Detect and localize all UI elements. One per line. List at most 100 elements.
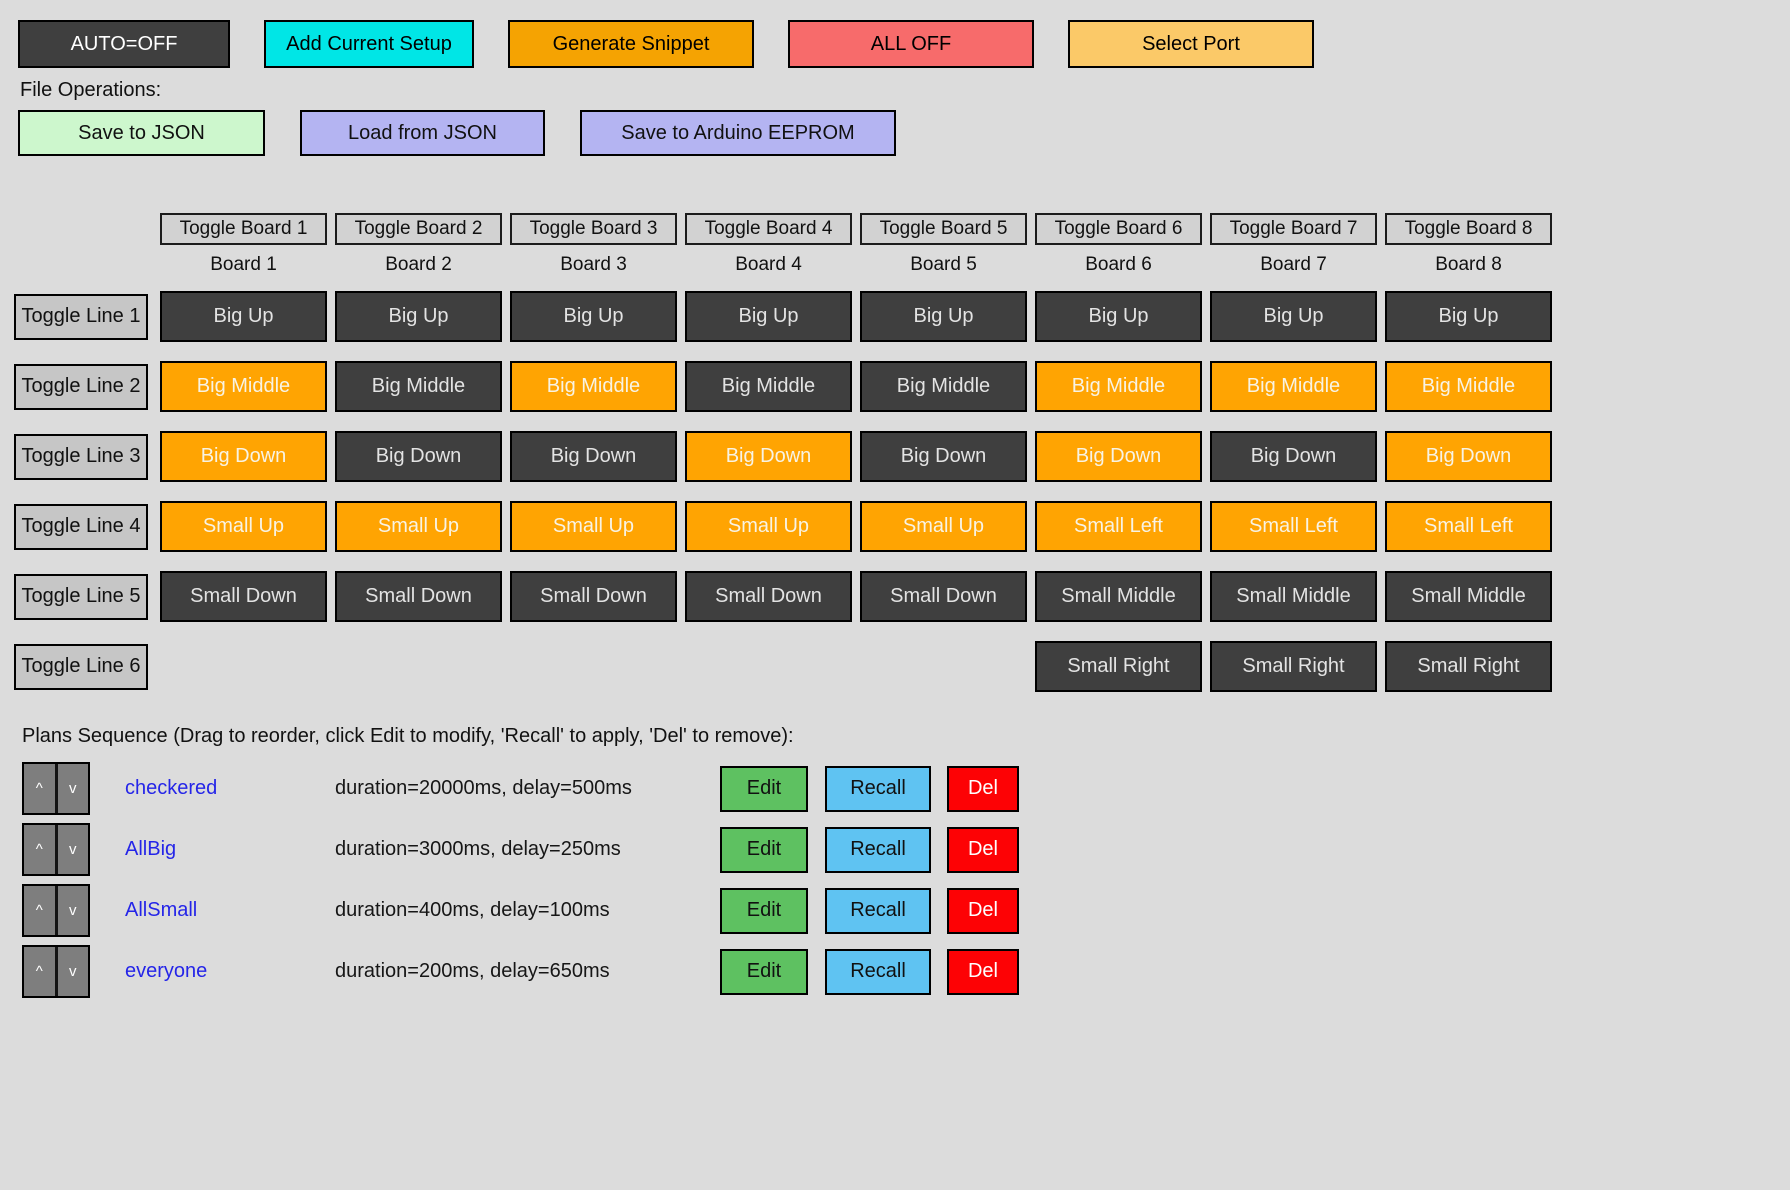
grid-cell-board3-line3[interactable]: Big Down bbox=[510, 431, 677, 482]
plan-recall-button[interactable]: Recall bbox=[825, 887, 931, 934]
grid-cell-board6-line4[interactable]: Small Left bbox=[1035, 501, 1202, 552]
toggle-line-3-button[interactable]: Toggle Line 3 bbox=[14, 433, 148, 480]
toolbar-button-all-off[interactable]: ALL OFF bbox=[788, 20, 1034, 68]
grid-cell-board7-line3[interactable]: Big Down bbox=[1210, 431, 1377, 482]
file-operations-label: File Operations: bbox=[20, 79, 162, 101]
grid-cell-board8-line3[interactable]: Big Down bbox=[1385, 431, 1552, 482]
grid-cell-board4-line2[interactable]: Big Middle bbox=[685, 361, 852, 412]
plan-row[interactable]: ^ v AllBig duration=3000ms, delay=250ms Edit… bbox=[22, 823, 1790, 876]
plan-row[interactable]: ^ v AllSmall duration=400ms, delay=100ms Edi… bbox=[22, 884, 1790, 937]
plan-del-button[interactable]: Del bbox=[947, 887, 1019, 934]
grid-cell-board4-line5[interactable]: Small Down bbox=[685, 571, 852, 622]
plan-name[interactable]: checkered bbox=[125, 777, 218, 799]
board-2-label: Board 2 bbox=[385, 254, 452, 275]
toggle-board-6-button[interactable]: Toggle Board 6 bbox=[1035, 213, 1202, 245]
plan-move-up-button[interactable]: ^ bbox=[24, 947, 55, 996]
plan-move-down-button[interactable]: v bbox=[54, 764, 88, 813]
fileops-button-load-from-json[interactable]: Load from JSON bbox=[300, 110, 545, 156]
plan-recall-button[interactable]: Recall bbox=[825, 948, 931, 995]
grid-cell-board5-line3[interactable]: Big Down bbox=[860, 431, 1027, 482]
grid-cell-board6-line3[interactable]: Big Down bbox=[1035, 431, 1202, 482]
toggle-board-4-button[interactable]: Toggle Board 4 bbox=[685, 213, 852, 245]
grid-cell-board8-line6[interactable]: Small Right bbox=[1385, 641, 1552, 692]
plan-edit-button[interactable]: Edit bbox=[720, 826, 808, 873]
board-8-label: Board 8 bbox=[1435, 254, 1502, 275]
fileops-button-save-to-arduino-eeprom[interactable]: Save to Arduino EEPROM bbox=[580, 110, 896, 156]
plan-del-button[interactable]: Del bbox=[947, 765, 1019, 812]
plan-recall-button[interactable]: Recall bbox=[825, 826, 931, 873]
plan-move-up-button[interactable]: ^ bbox=[24, 764, 55, 813]
toolbar-button-select-port[interactable]: Select Port bbox=[1068, 20, 1314, 68]
toggle-board-3-button[interactable]: Toggle Board 3 bbox=[510, 213, 677, 245]
plan-move-down-button[interactable]: v bbox=[54, 947, 88, 996]
plan-edit-button[interactable]: Edit bbox=[720, 765, 808, 812]
grid-cell-board8-line4[interactable]: Small Left bbox=[1385, 501, 1552, 552]
grid-cell-board6-line5[interactable]: Small Middle bbox=[1035, 571, 1202, 622]
grid-cell-board2-line1[interactable]: Big Up bbox=[335, 291, 502, 342]
plan-name[interactable]: AllBig bbox=[125, 838, 177, 860]
grid-cell-board1-line5[interactable]: Small Down bbox=[160, 571, 327, 622]
grid-cell-board8-line1[interactable]: Big Up bbox=[1385, 291, 1552, 342]
grid-cell-board7-line6[interactable]: Small Right bbox=[1210, 641, 1377, 692]
grid-cell-board1-line3[interactable]: Big Down bbox=[160, 431, 327, 482]
grid-cell-board2-line4[interactable]: Small Up bbox=[335, 501, 502, 552]
grid-cell-board3-line2[interactable]: Big Middle bbox=[510, 361, 677, 412]
plan-row[interactable]: ^ v everyone duration=200ms, delay=650ms Edi… bbox=[22, 945, 1790, 998]
grid-cell-board3-line4[interactable]: Small Up bbox=[510, 501, 677, 552]
grid-cell-board7-line2[interactable]: Big Middle bbox=[1210, 361, 1377, 412]
grid-cell-board6-line2[interactable]: Big Middle bbox=[1035, 361, 1202, 412]
grid-cell-board3-line5[interactable]: Small Down bbox=[510, 571, 677, 622]
toggle-board-7-button[interactable]: Toggle Board 7 bbox=[1210, 213, 1377, 245]
grid-cell-board2-line5[interactable]: Small Down bbox=[335, 571, 502, 622]
plan-del-button[interactable]: Del bbox=[947, 948, 1019, 995]
grid-cell-board1-line4[interactable]: Small Up bbox=[160, 501, 327, 552]
grid-cell-board5-line1[interactable]: Big Up bbox=[860, 291, 1027, 342]
grid-cell-board7-line4[interactable]: Small Left bbox=[1210, 501, 1377, 552]
grid-line-1-row: Toggle Line 1 Big Up Big Up Big Up Big Up Big… bbox=[14, 291, 1790, 342]
plan-move-down-button[interactable]: v bbox=[54, 825, 88, 874]
toolbar-button-add-current-setup[interactable]: Add Current Setup bbox=[264, 20, 474, 68]
toggle-line-2-button[interactable]: Toggle Line 2 bbox=[14, 363, 148, 410]
plan-move-down-button[interactable]: v bbox=[54, 886, 88, 935]
grid-cell-board5-line2[interactable]: Big Middle bbox=[860, 361, 1027, 412]
toggle-board-1-button[interactable]: Toggle Board 1 bbox=[160, 213, 327, 245]
grid-cell-board5-line4[interactable]: Small Up bbox=[860, 501, 1027, 552]
plan-details: duration=3000ms, delay=250ms bbox=[335, 838, 621, 860]
toggle-board-8-button[interactable]: Toggle Board 8 bbox=[1385, 213, 1552, 245]
plan-move-up-button[interactable]: ^ bbox=[24, 825, 55, 874]
board-3-label: Board 3 bbox=[560, 254, 627, 275]
grid-cell-board2-line3[interactable]: Big Down bbox=[335, 431, 502, 482]
grid-cell-empty bbox=[685, 641, 852, 692]
grid-cell-board4-line4[interactable]: Small Up bbox=[685, 501, 852, 552]
plan-name[interactable]: AllSmall bbox=[125, 899, 198, 921]
grid-cell-board5-line5[interactable]: Small Down bbox=[860, 571, 1027, 622]
grid-cell-board3-line1[interactable]: Big Up bbox=[510, 291, 677, 342]
toggle-line-5-button[interactable]: Toggle Line 5 bbox=[14, 573, 148, 620]
grid-cell-board4-line1[interactable]: Big Up bbox=[685, 291, 852, 342]
plan-recall-button[interactable]: Recall bbox=[825, 765, 931, 812]
toggle-line-1-button[interactable]: Toggle Line 1 bbox=[14, 293, 148, 340]
plan-move-up-button[interactable]: ^ bbox=[24, 886, 55, 935]
grid-cell-board6-line6[interactable]: Small Right bbox=[1035, 641, 1202, 692]
grid-cell-board8-line2[interactable]: Big Middle bbox=[1385, 361, 1552, 412]
plan-edit-button[interactable]: Edit bbox=[720, 948, 808, 995]
fileops-button-save-to-json[interactable]: Save to JSON bbox=[18, 110, 265, 156]
toolbar-button-generate-snippet[interactable]: Generate Snippet bbox=[508, 20, 754, 68]
plan-del-button[interactable]: Del bbox=[947, 826, 1019, 873]
toggle-board-5-button[interactable]: Toggle Board 5 bbox=[860, 213, 1027, 245]
plan-name[interactable]: everyone bbox=[125, 960, 208, 982]
plan-row[interactable]: ^ v checkered duration=20000ms, delay=500ms… bbox=[22, 762, 1790, 815]
toggle-board-2-button[interactable]: Toggle Board 2 bbox=[335, 213, 502, 245]
toggle-line-6-button[interactable]: Toggle Line 6 bbox=[14, 643, 148, 690]
grid-cell-board4-line3[interactable]: Big Down bbox=[685, 431, 852, 482]
grid-cell-board1-line1[interactable]: Big Up bbox=[160, 291, 327, 342]
grid-cell-board7-line5[interactable]: Small Middle bbox=[1210, 571, 1377, 622]
grid-cell-board1-line2[interactable]: Big Middle bbox=[160, 361, 327, 412]
toolbar-button-auto-off[interactable]: AUTO=OFF bbox=[18, 20, 230, 68]
grid-cell-board6-line1[interactable]: Big Up bbox=[1035, 291, 1202, 342]
toggle-line-4-button[interactable]: Toggle Line 4 bbox=[14, 503, 148, 550]
grid-cell-board7-line1[interactable]: Big Up bbox=[1210, 291, 1377, 342]
plan-edit-button[interactable]: Edit bbox=[720, 887, 808, 934]
grid-cell-board8-line5[interactable]: Small Middle bbox=[1385, 571, 1552, 622]
grid-cell-board2-line2[interactable]: Big Middle bbox=[335, 361, 502, 412]
